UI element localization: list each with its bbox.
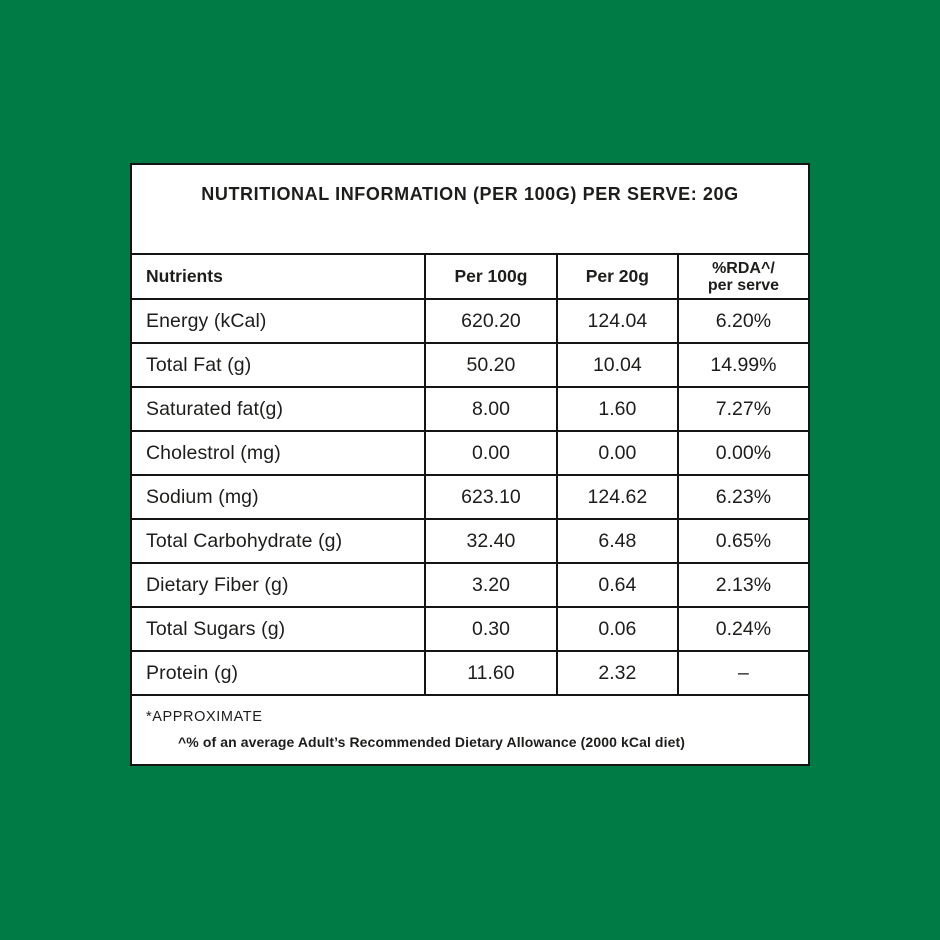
per-20g-cell: 10.04 (558, 344, 679, 386)
column-header-nutrients: Nutrients (132, 255, 427, 298)
per-20g-cell: 0.64 (558, 564, 679, 606)
per-100g-cell: 8.00 (426, 388, 558, 430)
rda-cell: 6.23% (715, 485, 772, 508)
nutrient-name-cell: Energy (kCal) (132, 300, 427, 342)
table-row: Total Carbohydrate (g) 32.40 6.48 0.65% (132, 520, 808, 564)
table-row: Saturated fat(g) 8.00 1.60 7.27% (132, 388, 808, 432)
column-header-rda-line1: %RDA^/ (712, 259, 775, 277)
rda-cell: 14.99% (710, 353, 777, 376)
nutrient-name-cell: Sodium (mg) (132, 476, 427, 518)
column-header-rda-line2: per serve (707, 276, 780, 294)
approximate-note: *APPROXIMATE (146, 709, 263, 725)
table-header-row: Nutrients Per 100g Per 20g %RDA^/ per se… (132, 255, 808, 300)
rda-cell: – (738, 661, 749, 684)
per-20g-cell: 1.60 (558, 388, 679, 430)
nutrition-facts-table: NUTRITIONAL INFORMATION (PER 100G) PER S… (130, 163, 810, 766)
per-100g-cell: 0.30 (426, 608, 558, 650)
rda-cell: 0.24% (715, 617, 772, 640)
rda-cell: 0.00% (715, 441, 772, 464)
per-100g-cell: 50.20 (426, 344, 558, 386)
column-header-rda: %RDA^/ per serve (679, 255, 808, 298)
per-20g-cell: 0.00 (558, 432, 679, 474)
table-body: Energy (kCal) 620.20 124.04 6.20% Total Fat … (132, 300, 808, 696)
nutrient-name-cell: Saturated fat(g) (132, 388, 427, 430)
per-100g-cell: 0.00 (426, 432, 558, 474)
per-100g-cell: 11.60 (426, 652, 558, 694)
per-20g-cell: 124.62 (558, 476, 679, 518)
per-100g-cell: 32.40 (426, 520, 558, 562)
table-row: Cholestrol (mg) 0.00 0.00 0.00% (132, 432, 808, 476)
per-20g-cell: 0.06 (558, 608, 679, 650)
nutrient-name-cell: Protein (g) (132, 652, 427, 694)
rda-cell: 7.27% (715, 397, 772, 420)
nutrient-name-cell: Cholestrol (mg) (132, 432, 427, 474)
nutrient-name-cell: Total Fat (g) (132, 344, 427, 386)
nutrient-name-cell: Total Sugars (g) (132, 608, 427, 650)
rda-definition-note: ^% of an average Adult’s Recommended Die… (178, 734, 685, 750)
per-20g-cell: 2.32 (558, 652, 679, 694)
column-header-per-100g: Per 100g (426, 255, 558, 298)
nutrient-name-cell: Total Carbohydrate (g) (132, 520, 427, 562)
table-title-block: NUTRITIONAL INFORMATION (PER 100G) PER S… (132, 165, 808, 255)
table-row: Total Sugars (g) 0.30 0.06 0.24% (132, 608, 808, 652)
table-footer: *APPROXIMATE ^% of an average Adult’s Re… (132, 696, 808, 764)
per-100g-cell: 623.10 (426, 476, 558, 518)
table-row: Protein (g) 11.60 2.32 – (132, 652, 808, 696)
per-100g-cell: 3.20 (426, 564, 558, 606)
table-row: Dietary Fiber (g) 3.20 0.64 2.13% (132, 564, 808, 608)
rda-cell: 2.13% (715, 573, 772, 596)
per-20g-cell: 6.48 (558, 520, 679, 562)
nutrient-name-cell: Dietary Fiber (g) (132, 564, 427, 606)
rda-cell: 6.20% (715, 309, 772, 332)
per-100g-cell: 620.20 (426, 300, 558, 342)
table-row: Total Fat (g) 50.20 10.04 14.99% (132, 344, 808, 388)
table-row: Energy (kCal) 620.20 124.04 6.20% (132, 300, 808, 344)
table-title: NUTRITIONAL INFORMATION (PER 100G) PER S… (201, 184, 739, 204)
column-header-per-20g: Per 20g (558, 255, 679, 298)
rda-cell: 0.65% (715, 529, 772, 552)
per-20g-cell: 124.04 (558, 300, 679, 342)
table-row: Sodium (mg) 623.10 124.62 6.23% (132, 476, 808, 520)
